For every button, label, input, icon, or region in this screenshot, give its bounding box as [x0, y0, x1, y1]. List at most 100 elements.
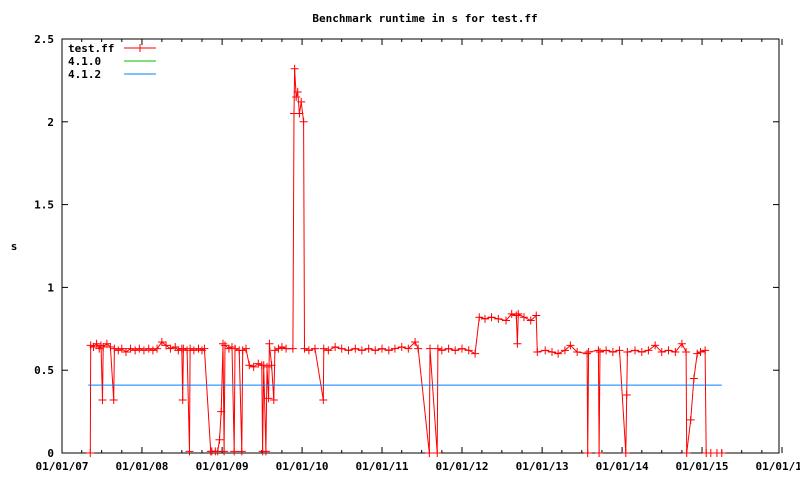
data-point: [126, 344, 135, 353]
data-point: [185, 447, 194, 456]
data-point: [144, 344, 153, 353]
data-point: [178, 396, 187, 405]
data-point: [230, 447, 239, 456]
data-point: [615, 346, 624, 355]
data-point: [117, 344, 126, 353]
data-point: [475, 313, 484, 322]
data-point: [602, 346, 611, 355]
data-point: [464, 346, 473, 355]
data-point: [526, 316, 535, 325]
data-point: [290, 64, 299, 73]
data-point: [425, 449, 434, 457]
plot-border: [61, 38, 780, 454]
data-point: [109, 396, 118, 405]
data-point: [324, 346, 333, 355]
data-point: [594, 346, 603, 355]
data-point: [390, 344, 399, 353]
y-tick-label: 0: [47, 447, 54, 460]
data-point: [319, 344, 328, 353]
data-point: [621, 449, 630, 457]
data-point: [231, 344, 240, 353]
x-tick-label: 01/01/09: [196, 460, 249, 473]
data-point: [622, 391, 631, 400]
data-point: [186, 344, 195, 353]
x-tick-label: 01/01/11: [356, 460, 409, 473]
data-point: [411, 338, 420, 347]
legend-label: test.ff: [68, 42, 114, 55]
data-point: [560, 346, 569, 355]
data-point: [293, 87, 302, 96]
data-point: [623, 347, 632, 356]
data-point: [265, 339, 274, 348]
legend-point-marker: [136, 44, 144, 52]
data-point: [282, 344, 291, 353]
data-point: [512, 311, 521, 320]
series-layer: [86, 64, 726, 457]
data-point: [344, 346, 353, 355]
data-point: [292, 92, 301, 101]
x-tick-label: 01/01/07: [36, 460, 89, 473]
data-point: [114, 346, 123, 355]
data-point: [657, 347, 666, 356]
data-point: [274, 344, 283, 353]
data-point: [288, 344, 297, 353]
y-tick-label: 0.5: [34, 364, 54, 377]
data-point: [189, 346, 198, 355]
y-axis-label: s: [11, 240, 18, 253]
data-point: [162, 341, 171, 350]
data-point: [300, 344, 309, 353]
data-point: [299, 117, 308, 126]
data-point: [86, 449, 95, 457]
data-point: [241, 344, 250, 353]
data-point: [651, 341, 660, 350]
data-point: [110, 344, 119, 353]
data-point: [304, 346, 313, 355]
data-point: [249, 362, 258, 371]
data-point: [264, 394, 273, 403]
data-point: [254, 359, 263, 368]
data-point: [135, 344, 144, 353]
data-point: [425, 344, 434, 353]
y-tick-label: 1: [47, 281, 54, 294]
data-point: [397, 343, 406, 352]
data-point: [644, 346, 653, 355]
data-point: [215, 435, 224, 444]
axes: 0 0.5 1 1.5 2 2.5 01/01/07 01/01/08 01/01/09 01/0…: [34, 33, 800, 473]
data-point: [433, 344, 442, 353]
data-point: [106, 343, 115, 352]
data-point: [92, 339, 101, 348]
data-point: [696, 347, 705, 356]
data-point: [378, 344, 387, 353]
data-point: [96, 341, 105, 350]
data-point: [121, 347, 130, 356]
data-point: [220, 341, 229, 350]
data-point: [371, 346, 380, 355]
data-point: [295, 109, 304, 118]
legend-label: 4.1.2: [68, 68, 101, 81]
data-point: [717, 449, 726, 457]
data-point: [351, 344, 360, 353]
data-point: [259, 361, 268, 370]
data-point: [245, 361, 254, 370]
data-point: [451, 346, 460, 355]
x-tick-label: 01/01/12: [435, 460, 488, 473]
data-point: [157, 338, 166, 347]
data-point: [682, 449, 691, 457]
data-point: [583, 349, 592, 358]
data-point: [220, 447, 229, 456]
data-point: [533, 347, 542, 356]
data-point: [573, 347, 582, 356]
data-point: [357, 346, 366, 355]
data-point: [217, 407, 226, 416]
data-point: [131, 346, 140, 355]
data-point: [238, 346, 247, 355]
data-point: [269, 396, 278, 405]
data-point: [237, 447, 246, 456]
data-point: [595, 449, 604, 457]
data-point: [541, 346, 550, 355]
data-point: [444, 344, 453, 353]
data-point: [514, 309, 523, 318]
data-point: [261, 447, 270, 456]
data-point: [532, 311, 541, 320]
